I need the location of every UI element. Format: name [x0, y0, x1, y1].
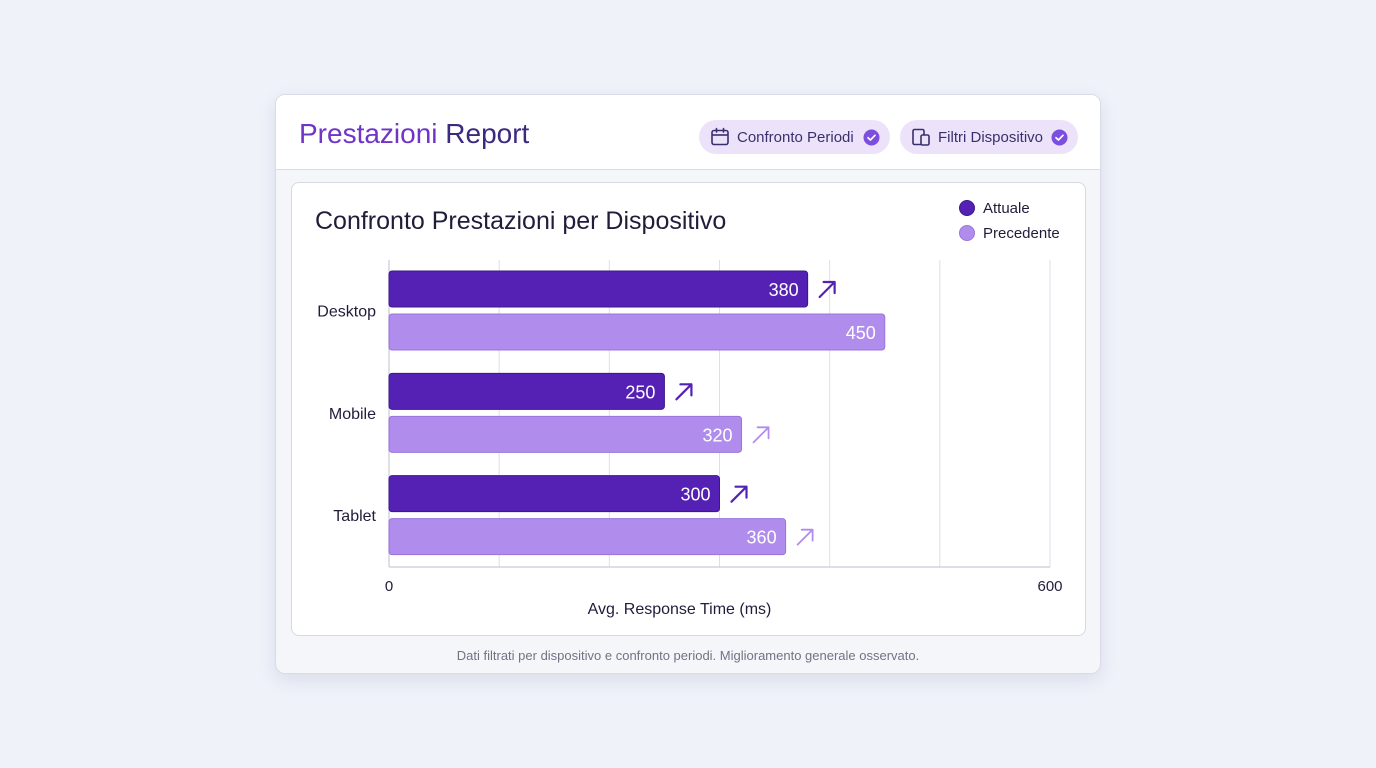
chart-panel: Confronto Prestazioni per Dispositivo Att…: [291, 182, 1086, 636]
data-label: 450: [846, 323, 876, 343]
bar: [388, 518, 787, 556]
trend-up-icon: [675, 383, 693, 401]
data-label: 320: [702, 425, 732, 445]
bar-chart: Confronto Prestazioni per Dispositivo Att…: [315, 200, 1063, 618]
trend-up-icon: [818, 280, 836, 299]
period-comparison-label: Confronto Periodi: [737, 128, 854, 146]
devices-icon: [910, 126, 932, 148]
check-circle-icon: [863, 129, 880, 146]
device-filter-chip[interactable]: Filtri Dispositivo: [900, 120, 1078, 154]
data-label: 250: [625, 382, 655, 402]
legend-swatch: [959, 200, 975, 216]
x-tick-label: 0: [385, 578, 393, 595]
category-label: Desktop: [317, 304, 376, 321]
page-title-accent: Prestazioni: [299, 118, 438, 149]
bar: [388, 313, 886, 351]
legend-label: Precedente: [983, 225, 1060, 242]
trend-up-icon: [752, 426, 770, 444]
category-label: Mobile: [329, 406, 376, 423]
bar: [388, 270, 809, 308]
report-header: Prestazioni Report Confronto Periodi: [276, 95, 1100, 170]
device-filter-label: Filtri Dispositivo: [938, 128, 1044, 146]
legend-swatch: [959, 225, 975, 241]
bar: [388, 372, 665, 410]
calendar-icon: [709, 126, 731, 148]
check-circle-icon: [1051, 129, 1068, 146]
trend-up-icon: [796, 528, 814, 546]
chart-title: Confronto Prestazioni per Dispositivo: [315, 207, 726, 235]
data-label: 300: [680, 485, 710, 505]
category-label: Tablet: [333, 508, 376, 525]
page-title: Prestazioni Report: [299, 118, 529, 150]
footer-note: Dati filtrati per dispositivo e confront…: [456, 648, 920, 663]
page-title-rest: Report: [445, 118, 530, 149]
bar: [388, 475, 720, 513]
bar: [388, 415, 743, 453]
x-tick-label: 600: [1037, 578, 1062, 595]
legend-label: Attuale: [983, 200, 1030, 217]
trend-up-icon: [730, 485, 748, 503]
data-label: 380: [769, 280, 799, 300]
data-label: 360: [747, 528, 777, 548]
x-axis-label: Avg. Response Time (ms): [588, 601, 772, 618]
report-card: Prestazioni Report Confronto Periodi: [275, 94, 1101, 674]
period-comparison-chip[interactable]: Confronto Periodi: [699, 120, 890, 154]
